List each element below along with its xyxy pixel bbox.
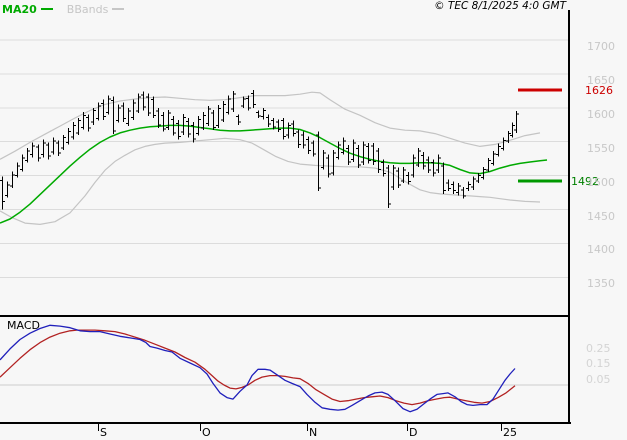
x-axis-label: S (100, 426, 107, 439)
price-y-axis-label: 1450 (587, 209, 615, 223)
x-axis-label: O (202, 426, 211, 439)
ma20-legend-label: MA20 (2, 2, 37, 16)
price-y-axis-label: 1650 (587, 73, 615, 87)
bollinger-upper-line (0, 91, 541, 160)
legend: MA20 BBands (2, 2, 125, 16)
macd-y-axis-label: 0.25 (586, 341, 611, 355)
price-y-axis-label: 1600 (587, 107, 615, 121)
support-level-label: 1492 (571, 175, 599, 188)
bollinger-lower-line (0, 137, 541, 225)
ma20-line (0, 124, 548, 224)
price-y-axis-label: 1350 (587, 277, 615, 291)
price-y-axis-label: 1550 (587, 141, 615, 155)
ma20-line-swatch-icon (40, 8, 53, 10)
resistance-level-label: 1626 (585, 84, 613, 97)
x-axis-label: N (309, 426, 318, 439)
x-axis-label: D (409, 426, 418, 439)
price-y-axis-label: 1500 (587, 175, 615, 189)
copyright-text: © TEC 8/1/2025 4:0 GMT (434, 0, 566, 12)
price-y-axis-label: 1400 (587, 243, 615, 257)
x-axis-label: 25 (503, 426, 517, 439)
macd-panel-title: MACD (7, 319, 40, 332)
price-y-axis-label: 1700 (587, 40, 615, 53)
macd-line (0, 324, 516, 413)
bbands-legend-label: BBands (66, 2, 109, 16)
macd-y-axis-label: 0.15 (586, 357, 611, 371)
bbands-line-swatch-icon (112, 8, 125, 10)
macd-y-axis-label: 0.05 (586, 373, 611, 387)
macd-signal-line (0, 329, 516, 406)
